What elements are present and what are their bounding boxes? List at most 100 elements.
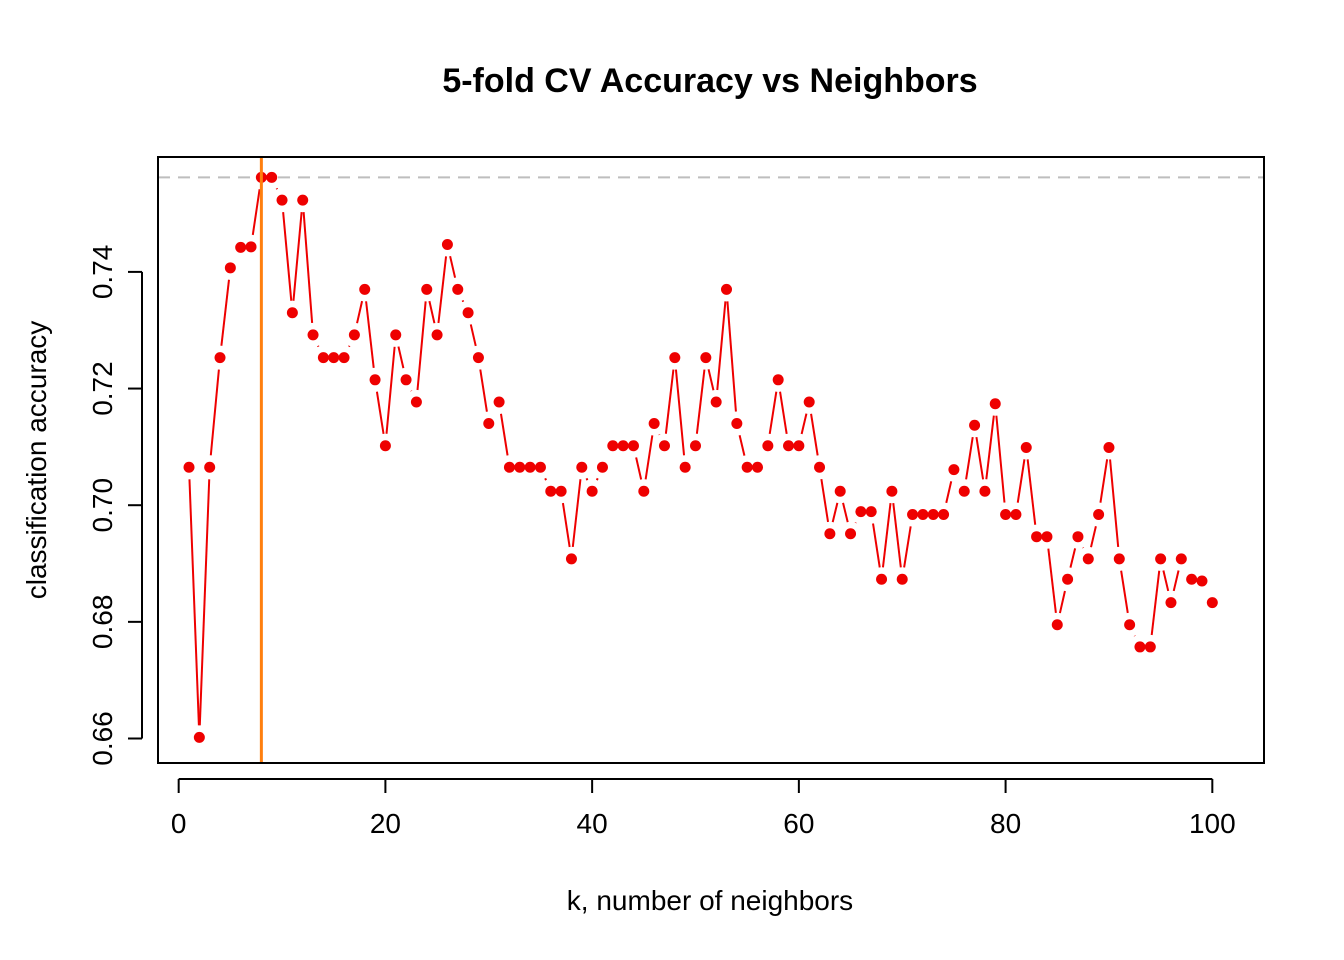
y-tick-label: 0.70 (87, 478, 118, 533)
data-point (845, 528, 857, 540)
data-point (286, 307, 298, 319)
data-point (183, 461, 195, 473)
x-tick-label: 60 (783, 808, 814, 839)
data-point (1062, 573, 1074, 585)
data-point (896, 573, 908, 585)
data-point (503, 461, 515, 473)
series-line-segment (872, 523, 881, 568)
data-point (648, 418, 660, 430)
data-point (731, 418, 743, 430)
data-point (617, 440, 629, 452)
series-line-segment (428, 300, 436, 324)
data-point (658, 440, 670, 452)
series-line-segment (437, 256, 448, 324)
data-point (1010, 509, 1022, 521)
series-line-segment (945, 481, 953, 504)
series-line-segment (707, 369, 715, 391)
chart-title: 5-fold CV Accuracy vs Neighbors (442, 62, 977, 100)
data-point (1093, 509, 1105, 521)
data-point (958, 485, 970, 497)
data-point (555, 485, 567, 497)
data-point (338, 352, 350, 364)
series-line-segment (1069, 548, 1077, 568)
series-line-segment (198, 479, 211, 726)
data-point (886, 485, 898, 497)
series-line-segment (1058, 590, 1066, 614)
data-point (948, 464, 960, 476)
data-point (462, 307, 474, 319)
series-line-segment (449, 255, 457, 278)
data-point (710, 396, 722, 408)
data-point (1206, 597, 1218, 609)
x-tick-label: 0 (171, 808, 187, 839)
series-line-segment (664, 369, 675, 434)
data-point (307, 329, 319, 341)
series-line-segment (1120, 570, 1129, 614)
series-line-segment (1109, 459, 1120, 548)
series-line-segment (1150, 570, 1161, 636)
data-point (1082, 553, 1094, 565)
series-line-segment (892, 503, 902, 568)
data-point (752, 461, 764, 473)
series-line-segment (800, 413, 808, 435)
series-line-segment (1090, 525, 1097, 548)
data-point (1103, 441, 1115, 453)
series-line-segment (995, 415, 1006, 503)
data-point (969, 419, 981, 431)
series-line-segment (644, 435, 654, 480)
data-point (524, 461, 536, 473)
data-point (276, 194, 288, 206)
series-line-segment (292, 212, 303, 301)
series-line-segment (965, 436, 974, 480)
data-point (1186, 573, 1198, 585)
data-point (627, 440, 639, 452)
data-point (927, 509, 939, 521)
data-point (689, 440, 701, 452)
data-point (1196, 575, 1208, 587)
data-point (834, 485, 846, 497)
data-point (607, 440, 619, 452)
data-point (565, 553, 577, 565)
series-line-segment (779, 391, 788, 435)
data-point (576, 461, 588, 473)
data-point (390, 329, 402, 341)
data-point (907, 509, 919, 521)
data-point (431, 329, 443, 341)
data-point (1000, 509, 1012, 521)
x-axis-label: k, number of neighbors (567, 885, 853, 916)
series-line-segment (585, 477, 589, 481)
data-point (204, 461, 216, 473)
data-point (865, 506, 877, 518)
data-point (359, 283, 371, 295)
series-line-segment (810, 413, 819, 456)
data-point (762, 440, 774, 452)
data-point (472, 352, 484, 364)
series-line-segment (726, 301, 737, 412)
series-line-segment (416, 301, 427, 391)
series-line-segment (635, 457, 643, 480)
data-point (721, 283, 733, 295)
series-line-segment (375, 391, 385, 435)
y-axis-label: classification accuracy (21, 321, 52, 600)
series-line-segment (385, 346, 396, 434)
data-point (410, 396, 422, 408)
series-line-segment (365, 301, 375, 368)
data-point (369, 374, 381, 386)
data-point (1072, 531, 1084, 543)
series-line-segment (188, 479, 200, 726)
data-point (1144, 641, 1156, 653)
data-point (379, 440, 391, 452)
series-line-segment (561, 502, 571, 548)
data-point (596, 461, 608, 473)
data-point (1124, 619, 1136, 631)
data-point (1175, 553, 1187, 565)
data-point (679, 461, 691, 473)
series-line-segment (220, 279, 230, 346)
series-line-segment (674, 369, 686, 456)
series-line-segment (282, 212, 293, 301)
data-point (1031, 531, 1043, 543)
data-point (1020, 441, 1032, 453)
data-point (1155, 553, 1167, 565)
series-line-segment (831, 502, 839, 523)
